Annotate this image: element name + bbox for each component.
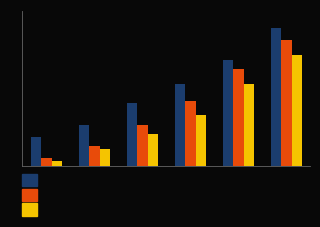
Bar — [233, 69, 244, 166]
Bar — [175, 84, 185, 166]
Bar — [79, 125, 89, 166]
Bar — [223, 60, 233, 166]
Bar — [185, 101, 196, 166]
Bar — [127, 103, 137, 166]
Bar — [244, 84, 254, 166]
Bar — [89, 146, 100, 166]
Bar — [52, 161, 62, 166]
Bar — [292, 55, 302, 166]
Bar — [281, 40, 292, 166]
Bar — [137, 125, 148, 166]
Bar — [148, 134, 158, 166]
Bar — [31, 137, 41, 166]
Bar — [196, 115, 206, 166]
Bar — [271, 28, 281, 166]
Bar — [100, 149, 110, 166]
Bar — [41, 158, 52, 166]
